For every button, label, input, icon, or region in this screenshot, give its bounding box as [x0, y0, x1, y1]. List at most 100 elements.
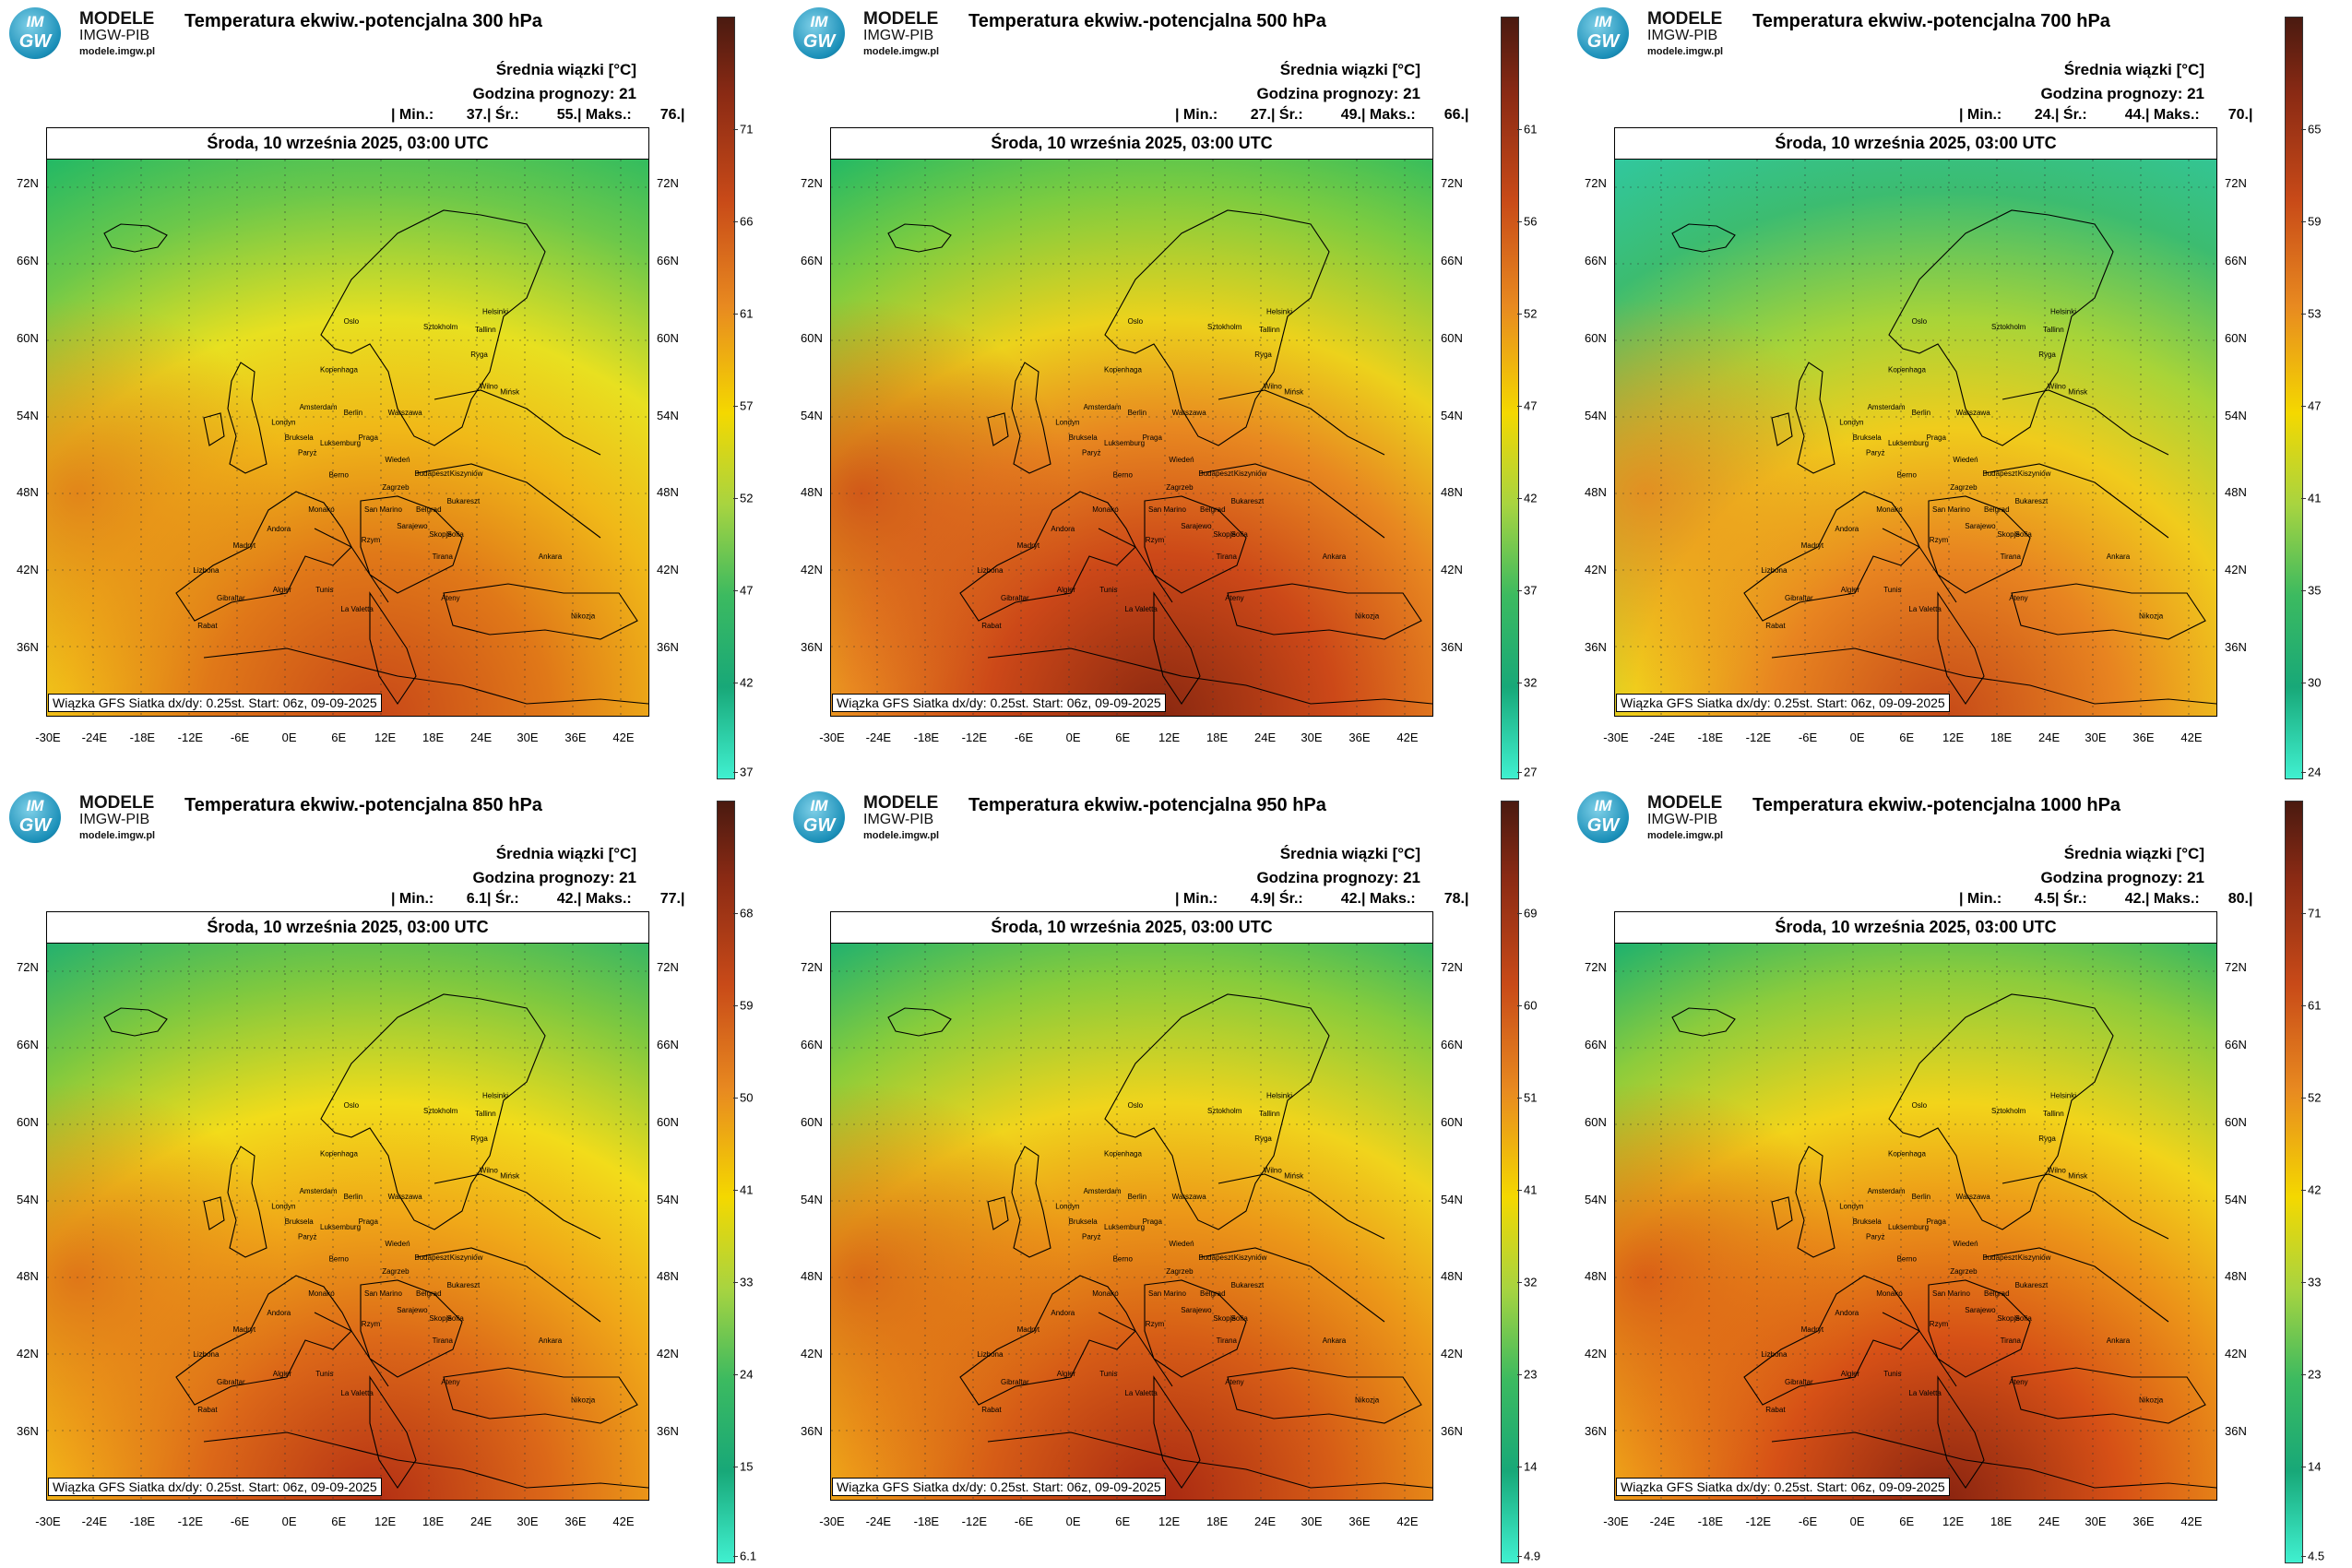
colorbar	[1501, 801, 1519, 1563]
stats-avg-value: 42.	[1340, 891, 1361, 907]
colorbar-tick-label: 69	[1524, 906, 1538, 921]
forecast-hour: Godzina prognozy: 21	[472, 869, 636, 886]
city-label: Ryga	[470, 1134, 488, 1143]
coastline	[203, 412, 225, 446]
lat-label-right: 60N	[1441, 1115, 1463, 1130]
colorbar-tick	[2301, 314, 2306, 315]
city-label: Madryt	[1017, 1325, 1040, 1334]
lon-label: -18E	[129, 1515, 156, 1528]
colorbar-tick	[733, 1556, 738, 1557]
city-label: Berno	[1897, 1255, 1918, 1264]
colorbar-tick-label: 15	[740, 1459, 754, 1474]
lon-label: -24E	[1649, 731, 1676, 744]
lat-label-left: 66N	[17, 254, 39, 268]
city-label: Amsterdam	[1084, 403, 1122, 411]
lat-label-left: 60N	[801, 331, 823, 346]
coastline	[227, 362, 267, 474]
lon-label: 0E	[1065, 731, 1081, 744]
logo-line1: MODELE	[79, 9, 155, 29]
lat-label-left: 66N	[1585, 1038, 1607, 1052]
city-label: La Valetta	[1124, 605, 1158, 613]
lon-label: 36E	[564, 1515, 587, 1528]
stats-avg-label: | Śr.:	[1271, 107, 1303, 123]
colorbar-tick-label: 32	[1524, 675, 1538, 690]
lat-label-right: 60N	[657, 1115, 679, 1130]
lon-label: -6E	[230, 1515, 250, 1528]
stats-avg-value: 55.	[556, 107, 577, 123]
coastline	[434, 389, 601, 456]
logo-abbr-bottom: GW	[802, 815, 836, 836]
map-frame: Środa, 10 września 2025, 03:00 UTC Oslo Sz…	[46, 911, 649, 1501]
colorbar-tick	[2301, 1282, 2306, 1283]
stats-line: | Min.: 24.| Śr.: 44.| Maks.: 70.|	[1959, 107, 2258, 124]
colorbar-tick	[1517, 1098, 1522, 1099]
lon-label: 6E	[331, 731, 347, 744]
map-panel: IM GW MODELE IMGW-PIB modele.imgw.pl Temperat…	[784, 0, 1568, 784]
lat-label-right: 54N	[657, 1193, 679, 1207]
coastline	[443, 1367, 638, 1424]
city-label: Nikozja	[571, 1396, 596, 1405]
coastline	[369, 1375, 417, 1489]
city-label: La Valetta	[1908, 1389, 1942, 1397]
logo-abbr-bottom: GW	[18, 31, 52, 52]
lat-label-left: 66N	[801, 1038, 823, 1052]
lat-label-right: 54N	[2225, 409, 2247, 423]
logo-line2: IMGW-PIB	[863, 28, 934, 43]
logo-line2: IMGW-PIB	[863, 812, 934, 827]
city-label: Sztokholm	[1991, 1107, 2026, 1115]
forecast-hour: Godzina prognozy: 21	[2040, 869, 2204, 886]
lat-label-right: 36N	[2225, 640, 2247, 655]
lon-label: 6E	[331, 1515, 347, 1528]
lon-label: 42E	[1396, 1515, 1419, 1528]
map-panel: IM GW MODELE IMGW-PIB modele.imgw.pl Temperat…	[0, 784, 784, 1568]
city-label: Madryt	[233, 1325, 256, 1334]
colorbar-tick-label: 68	[740, 906, 754, 921]
city-label: Rabat	[197, 1406, 218, 1414]
city-label: Mińsk	[1284, 388, 1304, 397]
city-label: Skopje	[1213, 1314, 1236, 1323]
city-label: Warszawa	[1172, 1193, 1207, 1201]
lat-label-left: 72N	[801, 960, 823, 974]
lon-label: 12E	[374, 1515, 397, 1528]
city-label: Warszawa	[388, 1193, 423, 1201]
city-label: Oslo	[344, 1101, 360, 1110]
colorbar-tick	[2301, 1556, 2306, 1557]
logo-line1: MODELE	[79, 793, 155, 813]
lon-label: 36E	[1348, 731, 1371, 744]
colorbar-tick-label: 71	[2308, 906, 2322, 921]
map-frame: Środa, 10 września 2025, 03:00 UTC Oslo Sz…	[1614, 911, 2217, 1501]
city-label: Budapeszt	[1982, 469, 2018, 478]
lon-label: 24E	[1254, 1515, 1277, 1528]
lat-label-left: 36N	[17, 1424, 39, 1439]
colorbar-tick-label: 47	[2308, 398, 2322, 413]
city-label: Londyn	[1839, 1203, 1863, 1211]
lat-label-left: 42N	[1585, 563, 1607, 577]
colorbar-tick	[2301, 406, 2306, 407]
source-note: Wiązka GFS Siatka dx/dy: 0.25st. Start: …	[832, 694, 1166, 712]
city-label: Bukareszt	[1231, 497, 1265, 505]
coastline	[1227, 1367, 1422, 1424]
lat-label-left: 72N	[17, 960, 39, 974]
coastline	[1743, 1275, 1920, 1406]
coastline	[2011, 1367, 2206, 1424]
colorbar-tick-label: 24	[2308, 765, 2322, 779]
city-label: Skopje	[429, 530, 452, 539]
city-label: Berno	[329, 1255, 350, 1264]
lat-label-right: 72N	[657, 176, 679, 190]
city-label: Amsterdam	[1084, 1187, 1122, 1195]
forecast-hour: Godzina prognozy: 21	[2040, 85, 2204, 102]
lon-label: 0E	[281, 1515, 297, 1528]
coastline	[1199, 1247, 1385, 1323]
lon-label: 0E	[281, 731, 297, 744]
stats-line: | Min.: 27.| Śr.: 49.| Maks.: 66.|	[1175, 107, 1474, 124]
stats-min-label: | Min.:	[391, 891, 434, 907]
coastline	[369, 591, 417, 705]
logo-url: modele.imgw.pl	[1647, 46, 1724, 57]
logo-url: modele.imgw.pl	[1647, 830, 1724, 841]
coastline	[1743, 491, 1920, 622]
coastline	[1937, 1375, 1985, 1489]
city-label: Rabat	[1765, 622, 1786, 630]
coastline	[360, 1279, 463, 1378]
logo-line2: IMGW-PIB	[1647, 28, 1718, 43]
city-label: Sztokholm	[1207, 1107, 1242, 1115]
